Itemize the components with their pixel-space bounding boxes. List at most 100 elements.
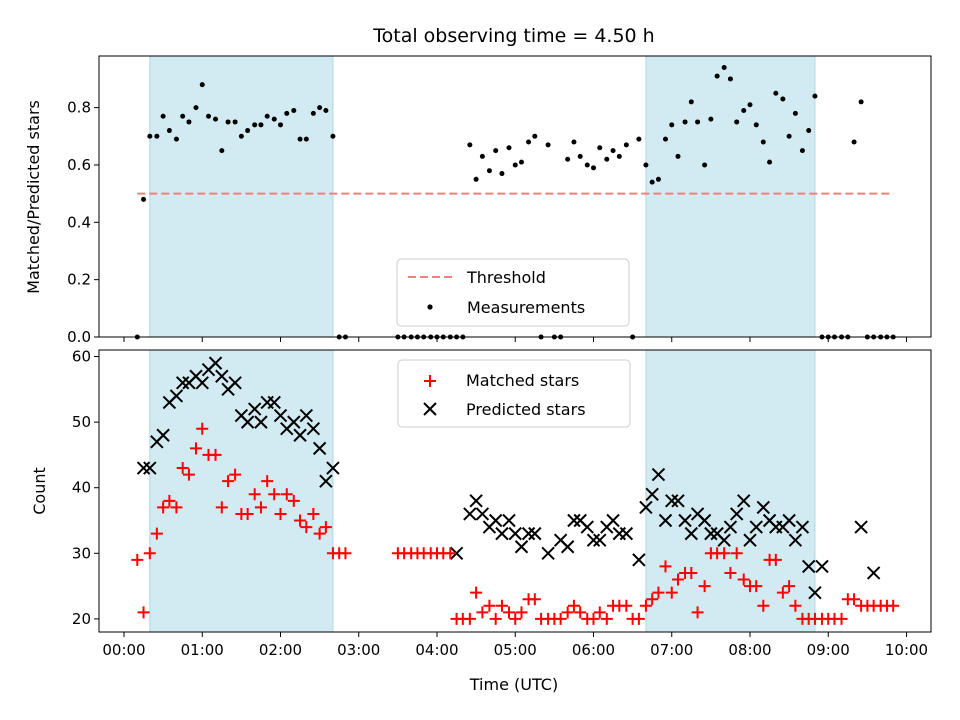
- measurement-point: [577, 153, 583, 159]
- predicted-star-point: [195, 376, 209, 390]
- measurement-point: [571, 139, 577, 145]
- y-tick-label: 0.6: [67, 156, 91, 174]
- legend-predicted-label: Predicted stars: [466, 400, 586, 419]
- matched-star-point: [189, 442, 202, 455]
- measurement-point: [597, 145, 603, 151]
- measurement-point: [199, 82, 205, 88]
- top-shaded-regions: [149, 55, 816, 338]
- predicted-star-point: [658, 513, 673, 528]
- predicted-star-point: [606, 513, 620, 528]
- bottom-y-axis-label: Count: [30, 467, 49, 515]
- measurement-point: [323, 107, 329, 113]
- matched-star-point: [287, 494, 300, 507]
- predicted-star-point: [156, 428, 170, 442]
- predicted-star-point: [215, 369, 229, 383]
- predicted-star-point: [788, 533, 803, 547]
- predicted-star-point: [560, 540, 575, 554]
- y-tick-label: 0.0: [67, 328, 91, 346]
- x-tick-label: 07:00: [650, 641, 693, 659]
- measurement-point: [141, 196, 147, 202]
- predicted-star-point: [254, 415, 268, 429]
- matched-star-point: [600, 612, 613, 625]
- bottom-legend-box: [397, 359, 631, 428]
- measurement-point: [721, 64, 727, 70]
- matched-star-point: [470, 586, 483, 599]
- matched-star-point: [170, 501, 183, 514]
- measurement-point: [747, 102, 753, 108]
- predicted-star-point: [697, 513, 712, 528]
- predicted-star-point: [528, 526, 542, 541]
- matched-star-point: [776, 586, 789, 599]
- matched-star-point: [137, 606, 150, 619]
- matched-star-point: [554, 612, 567, 625]
- y-tick-label: 30: [72, 544, 91, 562]
- measurement-point: [669, 122, 675, 128]
- matched-star-point: [848, 593, 861, 606]
- y-tick-label: 0.2: [67, 271, 91, 289]
- matched-star-point: [665, 586, 678, 599]
- predicted-star-point: [541, 546, 555, 561]
- matched-star-point: [639, 599, 652, 612]
- predicted-star-point: [717, 533, 731, 547]
- matched-star-point: [248, 488, 261, 501]
- predicted-star-point: [136, 461, 151, 475]
- matched-star-point: [587, 612, 600, 625]
- predicted-star-point: [795, 520, 810, 534]
- predicted-star-point: [749, 520, 763, 534]
- matched-star-point: [783, 580, 796, 593]
- x-axis-label: Time (UTC): [469, 675, 558, 694]
- predicted-star-point: [208, 356, 223, 370]
- predicted-star-point: [293, 428, 307, 442]
- matched-star-point: [274, 507, 287, 520]
- matched-star-point: [698, 580, 711, 593]
- matched-star-point: [718, 547, 731, 560]
- predicted-star-point: [488, 513, 503, 528]
- predicted-star-point: [247, 402, 262, 416]
- measurement-point: [708, 116, 714, 122]
- measurement-point: [662, 136, 668, 142]
- matched-star-point: [887, 599, 900, 612]
- matched-star-point: [561, 606, 574, 619]
- measurement-point: [695, 119, 701, 125]
- measurement-point: [753, 122, 759, 128]
- measurement-point: [799, 148, 805, 154]
- measurement-point: [623, 142, 629, 148]
- predicted-star-point: [463, 507, 477, 521]
- matched-star-point: [724, 566, 737, 579]
- measurement-point: [206, 113, 212, 119]
- predicted-star-point: [240, 415, 255, 429]
- matched-star-point: [509, 612, 522, 625]
- measurement-point: [760, 139, 766, 145]
- measurement-point: [225, 119, 231, 125]
- measurement-point: [512, 162, 518, 168]
- chart-title: Total observing time = 4.50 h: [372, 25, 654, 47]
- measurement-point: [219, 148, 225, 154]
- measurement-point: [519, 159, 525, 165]
- legend-predicted-swatch: [423, 402, 437, 416]
- matched-star-point: [691, 606, 704, 619]
- measurement-point: [252, 122, 258, 128]
- measurement-point: [310, 110, 316, 116]
- predicted-star-point: [704, 526, 718, 541]
- matched-star-point: [254, 501, 267, 514]
- predicted-star-point: [586, 533, 601, 547]
- x-tick-label: 06:00: [572, 641, 615, 659]
- matched-star-point: [280, 488, 293, 501]
- predicted-star-point: [521, 526, 536, 541]
- measurement-point: [493, 148, 499, 154]
- measurement-point: [688, 99, 694, 105]
- predicted-star-point: [854, 520, 868, 534]
- measurement-point: [532, 133, 538, 139]
- predicted-star-point: [866, 566, 881, 580]
- predicted-star-point: [665, 494, 679, 508]
- matched-star-point: [835, 612, 848, 625]
- top-legend-box: [396, 258, 630, 327]
- x-tick-label: 04:00: [415, 641, 458, 659]
- measurement-point: [714, 73, 720, 79]
- measurement-point: [741, 107, 747, 113]
- matched-star-point: [685, 566, 698, 579]
- predicted-star-point: [299, 408, 314, 423]
- matched-star-point: [789, 599, 802, 612]
- bottom-panel: 20 30 40 50 60 00:00 01:00 02:00 03:00 04:00 05:0…: [30, 348, 932, 694]
